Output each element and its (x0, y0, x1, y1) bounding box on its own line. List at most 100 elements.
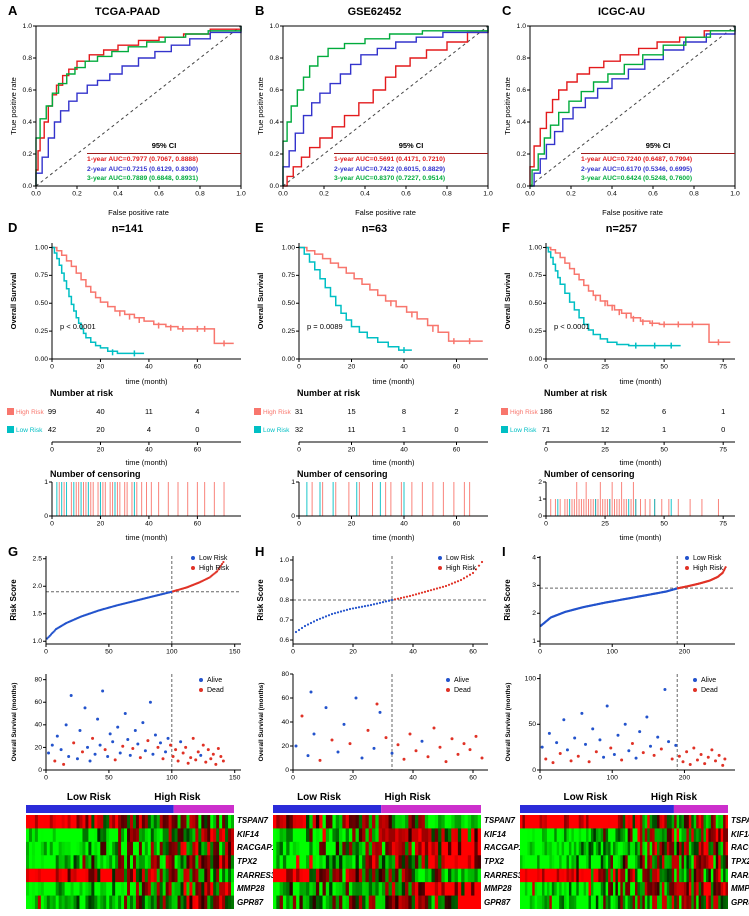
risk-score-chart-icgc (500, 548, 743, 670)
number-of-censoring-title: Number of censoring (544, 469, 635, 479)
roc-chartwrap-C: 95% CI 1-year AUC=0.7240 (0.6487, 0.7994… (500, 20, 743, 218)
roc-legend-3year: 3-year AUC=0.7889 (0.6848, 0.8931) (87, 175, 199, 183)
gene-label-tpx2: TPX2 (731, 857, 749, 867)
gene-label-tpx2: TPX2 (237, 857, 258, 867)
heatmap-header: Low Risk High Risk (273, 792, 496, 805)
panel-E: E n=63 Number at risk Number of censorin… (253, 220, 496, 543)
panel-letter-C: C (502, 3, 512, 18)
panel-D: D n=141 Number at risk Number of censori… (6, 220, 249, 543)
number-at-risk-title: Number at risk (297, 388, 361, 398)
number-at-risk-title: Number at risk (544, 388, 608, 398)
roc-legend-2year: 2-year AUC=0.6170 (0.5346, 0.6995) (581, 165, 693, 173)
gene-spacer (450, 792, 496, 805)
panel-letter-B: B (255, 3, 265, 18)
panel-H: H Low Risk High Risk TSPAN7 KIF14 RAC (253, 544, 523, 909)
km-chart-tcga (6, 237, 249, 387)
panel-I: I Low Risk High Risk TSPAN7 KIF14 RAC (500, 544, 749, 909)
km-chart-icgc (500, 237, 743, 387)
panel-B-head: B GSE62452 (253, 3, 496, 20)
panel-letter-H: H (255, 544, 265, 559)
roc-chart-icgc-au (500, 20, 743, 218)
panel-G: G Low Risk High Risk TSPAN7 KIF14 RAC (6, 544, 276, 909)
heatmap-block-gse62452: Low Risk High Risk TSPAN7 KIF14 RACGAP1 … (253, 792, 523, 909)
roc-legend-title: 95% CI (581, 141, 735, 154)
km-title-n63: n=63 (361, 223, 388, 235)
roc-chartwrap-A: 95% CI 1-year AUC=0.7977 (0.7067, 0.8888… (6, 20, 249, 218)
censoring-chart-icgc (500, 479, 743, 543)
heatmap-header: Low Risk High Risk (26, 792, 249, 805)
gene-label-racgap1: RACGAP1 (731, 843, 749, 853)
survival-scatter-icgc (500, 670, 743, 790)
number-at-risk-table-tcga (6, 398, 249, 468)
roc-legend-title: 95% CI (334, 141, 488, 154)
panel-A: A TCGA-PAAD 95% CI 1-year AUC=0.7977 (0.… (6, 3, 249, 218)
panel-letter-D: D (8, 220, 18, 235)
heatmap-body: TSPAN7 KIF14 RACGAP1 TPX2 RARRES3 MMP28 … (26, 805, 276, 909)
roc-legend-1year: 1-year AUC=0.7977 (0.7067, 0.8888) (87, 155, 199, 163)
gene-labels: TSPAN7 KIF14 RACGAP1 TPX2 RARRES3 MMP28 … (728, 805, 749, 909)
km-title-n141: n=141 (111, 223, 144, 235)
survival-scatter-tcga (6, 670, 249, 790)
gene-label-tpx2: TPX2 (484, 857, 505, 867)
expression-heatmap-gse62452 (273, 805, 481, 909)
gene-spacer (203, 792, 249, 805)
gene-label-tspan7: TSPAN7 (731, 816, 749, 826)
panel-letter-G: G (8, 544, 19, 559)
gene-label-racgap1: RACGAP1 (484, 843, 524, 853)
km-title-n257: n=257 (605, 223, 638, 235)
expression-heatmap-tcga (26, 805, 234, 909)
heatmap-body: TSPAN7 KIF14 RACGAP1 TPX2 RARRES3 MMP28 … (273, 805, 523, 909)
gene-label-kif14: KIF14 (484, 829, 506, 839)
number-of-censoring-title: Number of censoring (50, 469, 141, 479)
roc-row: A TCGA-PAAD 95% CI 1-year AUC=0.7977 (0.… (6, 3, 743, 218)
censoring-chart-gse62452 (253, 479, 496, 543)
heatmap-block-tcga: Low Risk High Risk TSPAN7 KIF14 RACGAP1 … (6, 792, 276, 909)
number-at-risk-title: Number at risk (50, 388, 114, 398)
panel-C: C ICGC-AU 95% CI 1-year AUC=0.7240 (0.64… (500, 3, 743, 218)
panel-C-head: C ICGC-AU (500, 3, 743, 20)
panel-title-icgc-au: ICGC-AU (597, 6, 646, 18)
censoring-chart-tcga (6, 479, 249, 543)
heatmap-high-risk-label: High Risk (650, 792, 698, 803)
gene-label-kif14: KIF14 (237, 829, 259, 839)
heatmap-high-risk-label: High Risk (154, 792, 201, 803)
gene-label-kif14: KIF14 (731, 829, 749, 839)
panel-letter-I: I (502, 544, 506, 559)
panel-title-tcga-paad: TCGA-PAAD (94, 6, 161, 18)
gene-spacer (697, 792, 743, 805)
gene-label-tspan7: TSPAN7 (484, 816, 515, 826)
panel-F-head: F n=257 (500, 220, 743, 237)
heatmap-high-risk-label: High Risk (384, 792, 431, 803)
gene-label-rarres3: RARRES3 (237, 870, 276, 880)
heatmap-block-icgc: Low Risk High Risk TSPAN7 KIF14 RACGAP1 … (500, 792, 749, 909)
gene-labels: TSPAN7 KIF14 RACGAP1 TPX2 RARRES3 MMP28 … (481, 805, 523, 909)
gene-label-mmp28: MMP28 (237, 884, 265, 894)
number-of-censoring-title: Number of censoring (297, 469, 388, 479)
risk-score-chart-gse62452 (253, 548, 496, 670)
roc-legend-1year: 1-year AUC=0.7240 (0.6487, 0.7994) (581, 155, 693, 163)
heatmap-low-risk-label: Low Risk (297, 792, 341, 803)
roc-legend-C: 95% CI 1-year AUC=0.7240 (0.6487, 0.7994… (581, 141, 735, 184)
number-at-risk-table-gse62452 (253, 398, 496, 468)
number-at-risk-table-icgc (500, 398, 743, 468)
gene-label-gpr87: GPR87 (484, 897, 511, 907)
roc-legend-1year: 1-year AUC=0.5691 (0.4171, 0.7210) (334, 155, 446, 163)
heatmap-header: Low Risk High Risk (520, 792, 743, 805)
heatmap-body: TSPAN7 KIF14 RACGAP1 TPX2 RARRES3 MMP28 … (520, 805, 749, 909)
panel-letter-A: A (8, 3, 18, 18)
gene-label-mmp28: MMP28 (484, 884, 512, 894)
risk-score-chart-tcga (6, 548, 249, 670)
heatmap-low-risk-label: Low Risk (66, 792, 111, 803)
roc-chartwrap-B: 95% CI 1-year AUC=0.5691 (0.4171, 0.7210… (253, 20, 496, 218)
heatmap-low-risk-label: Low Risk (563, 792, 608, 803)
expression-heatmap-icgc (520, 805, 728, 909)
panel-B: B GSE62452 95% CI 1-year AUC=0.5691 (0.4… (253, 3, 496, 218)
gene-label-tspan7: TSPAN7 (237, 816, 268, 826)
roc-chart-gse62452 (253, 20, 496, 218)
panel-letter-E: E (255, 220, 264, 235)
roc-legend-3year: 3-year AUC=0.6424 (0.5248, 0.7600) (581, 175, 693, 183)
gene-label-rarres3: RARRES3 (731, 870, 749, 880)
gene-label-rarres3: RARRES3 (484, 870, 523, 880)
panel-D-head: D n=141 (6, 220, 249, 237)
